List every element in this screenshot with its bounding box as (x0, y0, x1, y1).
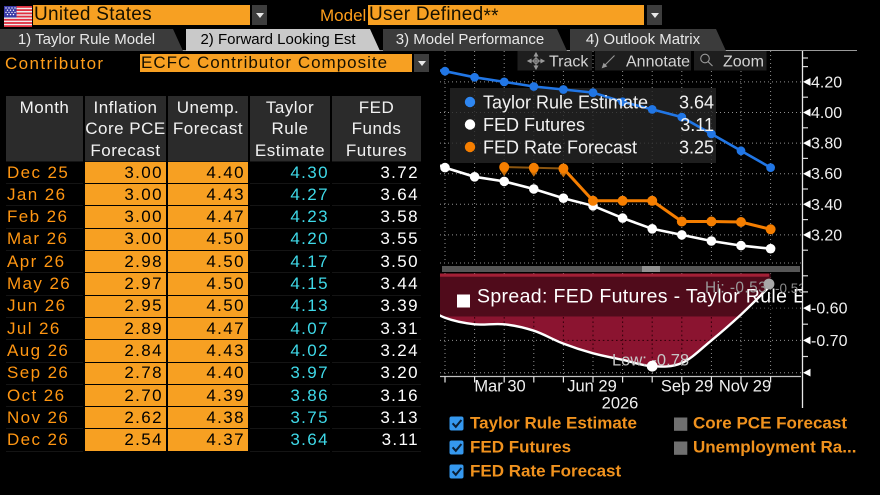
svg-text:3.80: 3.80 (811, 136, 842, 153)
svg-text:FED Futures: FED Futures (483, 115, 585, 135)
svg-text:Taylor Rule Estimate: Taylor Rule Estimate (483, 93, 648, 113)
svg-text:Zoom: Zoom (723, 54, 764, 71)
svg-text:4.20: 4.20 (811, 74, 842, 91)
svg-text:3.25: 3.25 (679, 138, 714, 158)
svg-text:2026: 2026 (602, 395, 639, 413)
svg-text:3.11: 3.11 (680, 115, 714, 135)
svg-text:-0.70: -0.70 (811, 333, 848, 350)
svg-text:Nov 29: Nov 29 (719, 378, 771, 396)
svg-text:FED Rate Forecast: FED Rate Forecast (470, 462, 621, 481)
svg-text:Jun 29: Jun 29 (567, 378, 617, 396)
svg-text:Spread: FED Futures - Taylor R: Spread: FED Futures - Taylor Rule Es (477, 286, 817, 308)
svg-text:Sep 29: Sep 29 (661, 378, 713, 396)
svg-text:3.64: 3.64 (679, 93, 714, 113)
svg-text:Low: -0.78: Low: -0.78 (612, 352, 689, 370)
svg-text:Hi: -0.53: Hi: -0.53 (705, 280, 767, 297)
svg-text:3.20: 3.20 (811, 227, 842, 244)
svg-text:Taylor Rule Estimate: Taylor Rule Estimate (470, 414, 637, 433)
svg-text:FED Rate Forecast: FED Rate Forecast (483, 138, 637, 158)
svg-text:FED Futures: FED Futures (470, 438, 571, 457)
svg-text:Annotate: Annotate (626, 54, 690, 71)
svg-text:3.40: 3.40 (811, 197, 842, 214)
svg-text:-0.53: -0.53 (775, 281, 806, 296)
svg-text:3.60: 3.60 (811, 166, 842, 183)
svg-text:Track: Track (549, 54, 589, 71)
svg-text:Core PCE Forecast: Core PCE Forecast (693, 414, 847, 433)
svg-text:4.00: 4.00 (811, 105, 842, 122)
svg-text:Mar 30: Mar 30 (474, 378, 525, 396)
svg-text:Unemployment Ra...: Unemployment Ra... (693, 438, 856, 457)
svg-text:-0.60: -0.60 (811, 301, 848, 318)
